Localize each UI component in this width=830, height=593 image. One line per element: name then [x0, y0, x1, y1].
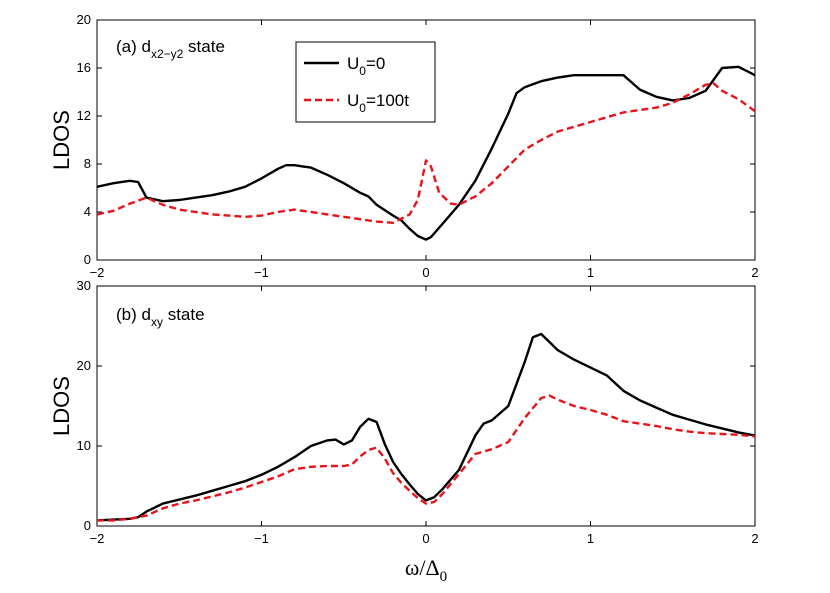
y-tick-label: 4 — [84, 204, 91, 219]
legend-entry-u0-100t: U0=100t — [347, 91, 409, 115]
x-tick-label: 0 — [422, 531, 429, 546]
y-tick-label: 0 — [84, 252, 91, 267]
ylabel-a: LDOS — [49, 110, 74, 170]
series-group-b — [96, 332, 756, 522]
legend: U0=0 U0=100t — [295, 41, 436, 123]
x-tick-label: 1 — [587, 265, 594, 280]
x-tick-label: −2 — [90, 265, 105, 280]
x-tick-label: −1 — [254, 531, 269, 546]
panel-label-a: (a) dx2−y2 state — [116, 37, 225, 61]
x-tick-label: −2 — [90, 531, 105, 546]
y-tick-label: 20 — [77, 358, 91, 373]
series-line-u0-100t — [97, 394, 756, 522]
panel-label-b: (b) dxy state — [116, 305, 205, 329]
legend-box — [295, 41, 436, 123]
xlabel: ω/Δ0 — [405, 555, 447, 585]
y-tick-label: 16 — [77, 60, 91, 75]
series-line-u0-0 — [96, 332, 756, 522]
y-tick-label: 30 — [77, 278, 91, 293]
x-tick-label: 2 — [751, 531, 758, 546]
x-tick-label: 2 — [751, 265, 758, 280]
ylabel-b: LDOS — [49, 376, 74, 436]
legend-entry-u0-0: U0=0 — [347, 54, 385, 78]
series-line-u0-0 — [96, 65, 756, 241]
y-tick-label: 10 — [77, 438, 91, 453]
series-line-u0-100t — [96, 82, 756, 225]
x-tick-label: −1 — [254, 265, 269, 280]
x-tick-label: 1 — [587, 531, 594, 546]
series-group-a — [96, 65, 756, 241]
y-tick-label: 0 — [84, 518, 91, 533]
x-tick-label: 0 — [422, 265, 429, 280]
y-tick-label: 20 — [77, 12, 91, 27]
y-tick-label: 8 — [84, 156, 91, 171]
y-tick-label: 12 — [77, 108, 91, 123]
